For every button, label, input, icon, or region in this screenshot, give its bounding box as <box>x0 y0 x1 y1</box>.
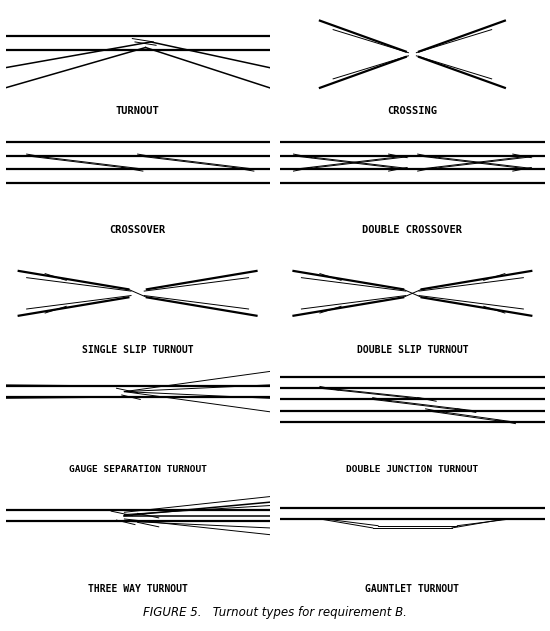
Text: GAUNTLET TURNOUT: GAUNTLET TURNOUT <box>365 584 459 594</box>
Text: DOUBLE CROSSOVER: DOUBLE CROSSOVER <box>362 225 463 235</box>
Text: CROSSING: CROSSING <box>387 106 437 116</box>
Text: CROSSOVER: CROSSOVER <box>109 225 166 235</box>
Text: FIGURE 5.   Turnout types for requirement B.: FIGURE 5. Turnout types for requirement … <box>143 606 407 619</box>
Text: TURNOUT: TURNOUT <box>116 106 160 116</box>
Text: SINGLE SLIP TURNOUT: SINGLE SLIP TURNOUT <box>82 345 194 355</box>
Text: GAUGE SEPARATION TURNOUT: GAUGE SEPARATION TURNOUT <box>69 466 207 475</box>
Text: THREE WAY TURNOUT: THREE WAY TURNOUT <box>87 584 188 594</box>
Text: DOUBLE SLIP TURNOUT: DOUBLE SLIP TURNOUT <box>356 345 468 355</box>
Text: DOUBLE JUNCTION TURNOUT: DOUBLE JUNCTION TURNOUT <box>346 466 478 475</box>
